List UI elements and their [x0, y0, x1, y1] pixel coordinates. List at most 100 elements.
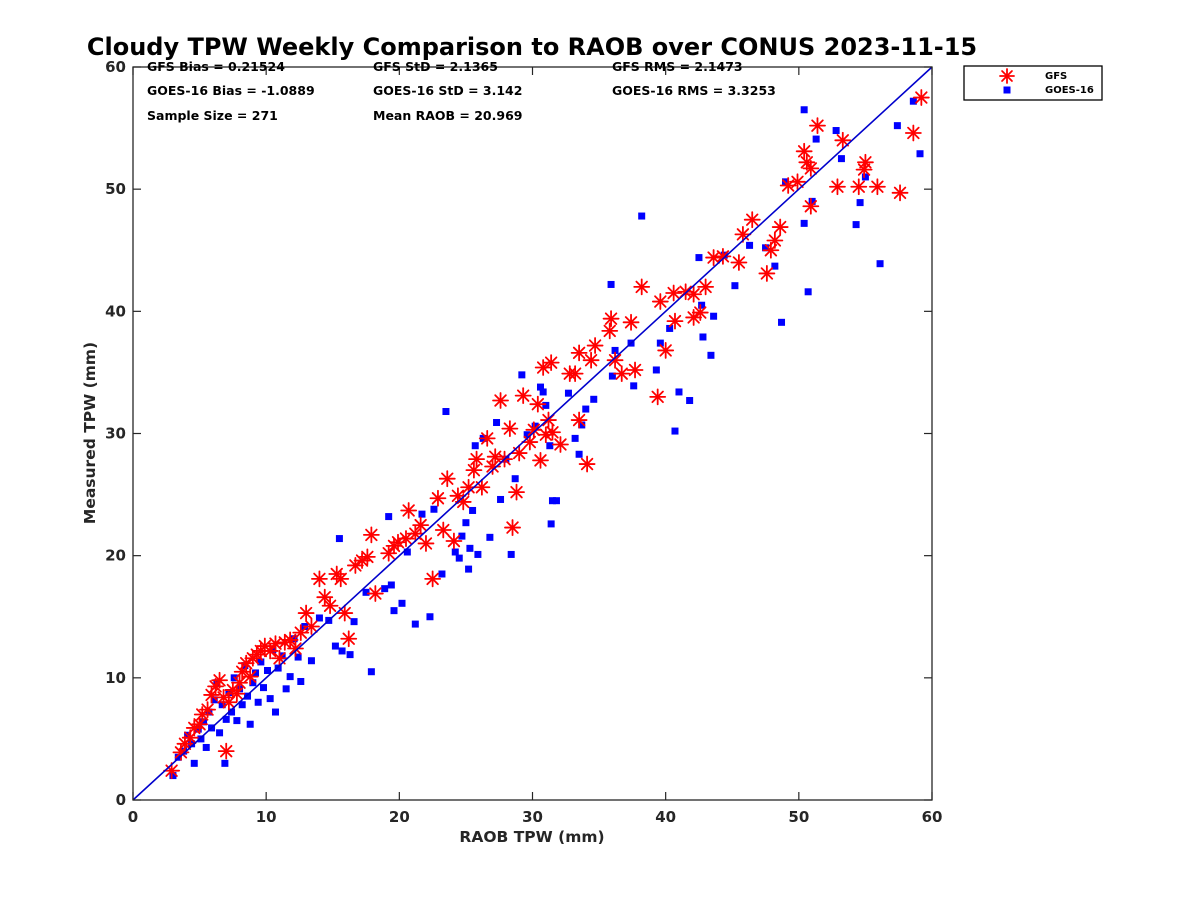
goes16-point — [518, 371, 526, 379]
gfs-point — [649, 388, 667, 406]
goes16-point — [194, 725, 202, 733]
gfs-point — [691, 304, 709, 321]
goes16-point — [315, 614, 323, 622]
goes16-point — [762, 244, 770, 252]
goes16-point — [290, 635, 298, 643]
gfs-point — [412, 516, 430, 534]
goes16-point — [548, 497, 556, 505]
gfs-point — [417, 535, 435, 552]
goes16-point — [608, 372, 616, 380]
goes16-point — [438, 570, 446, 578]
gfs-point — [199, 701, 216, 718]
goes16-point — [169, 772, 177, 780]
gfs-point — [362, 526, 380, 544]
goes16-point — [552, 497, 560, 505]
goes16-point — [652, 366, 660, 374]
goes16-point — [582, 405, 590, 413]
goes16-point — [350, 618, 358, 626]
goes16-point — [611, 346, 619, 354]
gfs-point — [743, 211, 761, 229]
gfs-point — [834, 131, 852, 149]
gfs-point — [758, 265, 776, 282]
goes16-point — [731, 282, 739, 290]
goes16-point — [458, 532, 466, 540]
gfs-point — [478, 429, 496, 447]
goes16-point — [710, 312, 718, 320]
x-tick-label: 0 — [128, 808, 138, 826]
gfs-point — [287, 640, 304, 657]
goes16-point — [403, 548, 411, 556]
y-tick-label: 60 — [105, 58, 126, 76]
gfs-point — [891, 184, 909, 202]
gfs-point — [730, 254, 748, 271]
gfs-point — [438, 470, 456, 488]
y-tick-label: 10 — [105, 669, 126, 687]
goes16-point — [607, 280, 615, 288]
goes16-point — [486, 533, 494, 541]
gfs-point — [665, 284, 683, 302]
gfs-point — [281, 631, 299, 649]
gfs-point — [400, 502, 418, 519]
goes16-point — [539, 388, 547, 396]
gfs-point — [606, 351, 624, 369]
gfs-point — [207, 677, 224, 695]
gfs-point — [529, 395, 547, 413]
gfs-bias-text: GFS Bias = 0.21524 — [147, 59, 285, 74]
goes16-point — [675, 388, 683, 396]
goes16-point — [630, 382, 638, 390]
gfs-point — [912, 89, 930, 106]
gfs-point — [795, 142, 813, 160]
goes16-point — [387, 581, 395, 589]
gfs-point — [734, 225, 752, 243]
goes16-point — [876, 260, 884, 268]
x-tick-label: 60 — [922, 808, 943, 826]
goes16-point — [331, 642, 339, 650]
goes16-point — [390, 607, 398, 615]
gfs-point — [241, 668, 259, 686]
goes16-point — [222, 715, 230, 723]
gfs-point — [829, 178, 846, 196]
goes16-point — [282, 685, 290, 693]
goes16-point — [852, 221, 860, 229]
gfs-series — [163, 89, 930, 780]
gfs-point — [582, 351, 600, 369]
goes16-point — [451, 548, 459, 556]
gfs-point — [492, 392, 509, 409]
legend-goes16-square-icon — [1003, 86, 1011, 94]
goes16-point — [221, 759, 229, 767]
gfs-point — [542, 354, 560, 372]
goes16-point — [893, 122, 901, 130]
gfs-point — [544, 423, 561, 441]
gfs-point — [321, 597, 339, 615]
gfs-point — [508, 483, 525, 501]
goes16-point — [837, 155, 845, 163]
goes16-point — [546, 442, 554, 450]
goes16-point — [656, 339, 664, 347]
goes16-point — [808, 197, 816, 205]
goes16-point — [474, 550, 482, 558]
gfs-rms-text: GFS RMS = 2.1473 — [612, 59, 743, 74]
y-tick-label: 0 — [116, 791, 126, 809]
gfs-point — [465, 461, 483, 479]
goes16-point — [252, 669, 260, 677]
x-tick-label: 40 — [655, 808, 676, 826]
goes16-point — [216, 729, 224, 737]
legend-goes16-marker-glyph — [1003, 86, 1011, 94]
gfs-point — [552, 436, 569, 453]
goes16-point — [832, 127, 840, 135]
gfs-point — [358, 548, 376, 566]
goes16-point — [411, 620, 419, 628]
goes16-point — [367, 668, 375, 676]
legend-gfs-marker-glyph — [999, 68, 1015, 84]
y-axis-ticks: 0 10 20 30 40 50 60 — [105, 58, 932, 809]
goes16-point — [254, 698, 262, 706]
gfs-point — [766, 232, 784, 249]
gfs-point — [211, 671, 228, 689]
gfs-point — [534, 359, 552, 376]
gfs-point — [424, 570, 442, 588]
gfs-point — [697, 278, 715, 296]
gfs-point — [626, 361, 644, 379]
goes16-point — [695, 254, 703, 262]
gfs-point — [850, 178, 868, 196]
gfs-point — [537, 426, 555, 444]
